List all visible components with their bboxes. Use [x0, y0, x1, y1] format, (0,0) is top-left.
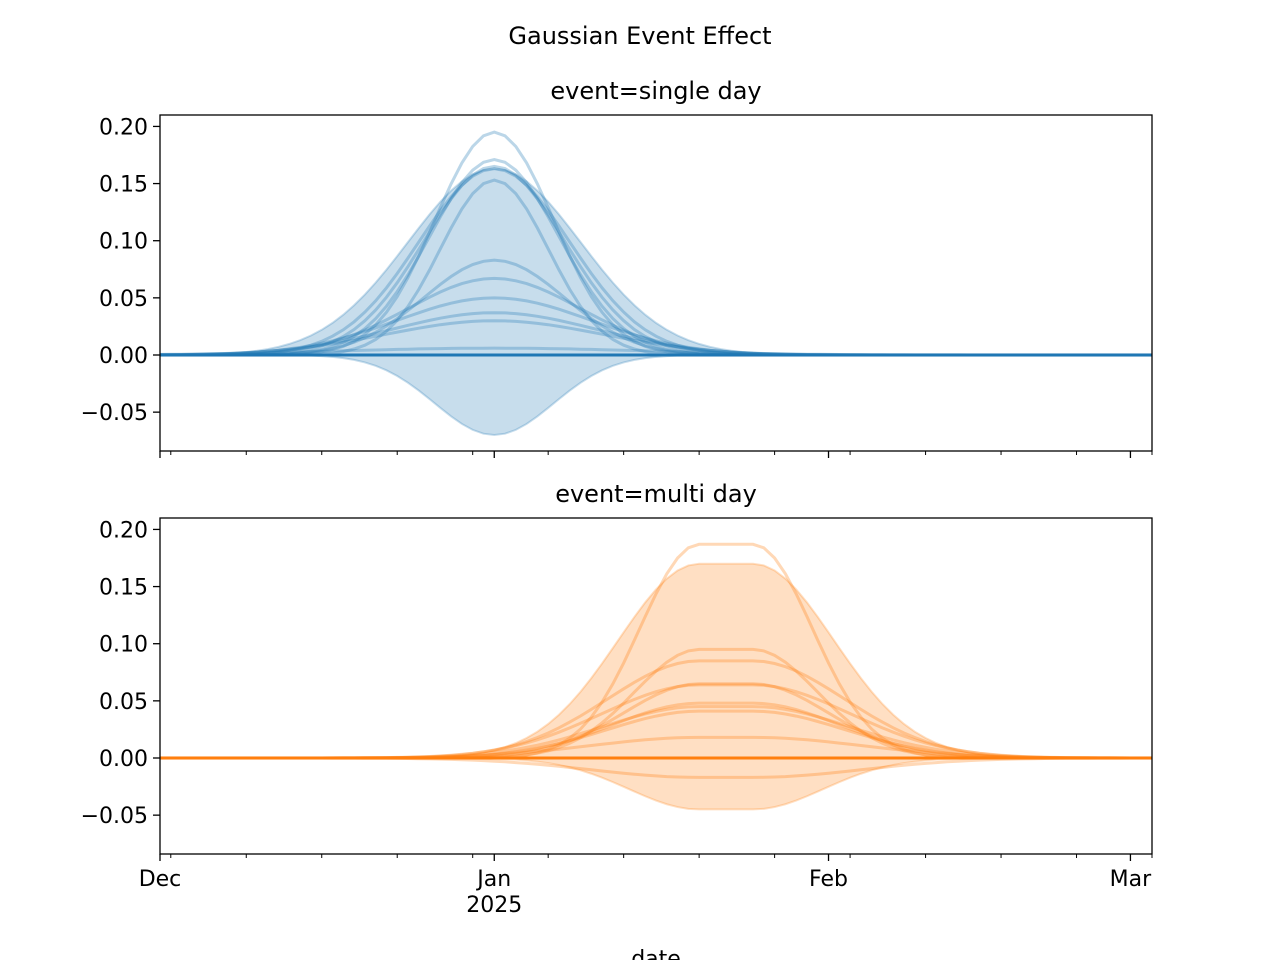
y-tick-label: 0.10 [99, 633, 148, 658]
uncertainty-band [160, 562, 1152, 811]
plot-area [160, 130, 1152, 437]
x-tick-label: Feb [809, 867, 848, 892]
y-tick-label: 0.10 [99, 230, 148, 255]
y-tick-label: 0.20 [99, 518, 148, 543]
axes-frame [159, 114, 1153, 452]
y-tick-label: 0.20 [99, 115, 148, 140]
y-tick-label: 0.15 [99, 576, 148, 601]
panel-single-day: event=single day −0.05 0.00 0.05 0.10 0.15 0.… [81, 77, 1153, 458]
y-tick-label: 0.05 [99, 690, 148, 715]
panel-title: event=single day [550, 77, 761, 105]
axes-frame [159, 517, 1153, 855]
y-tick-label: −0.05 [81, 804, 148, 829]
y-tick-label: 0.00 [99, 747, 148, 772]
chart-title: Gaussian Event Effect [508, 22, 771, 50]
x-axis-label: date [631, 947, 681, 960]
y-tick-label: 0.05 [99, 287, 148, 312]
plot-area [160, 542, 1152, 811]
y-tick-label: 0.15 [99, 173, 148, 198]
x-tick-label: Jan [475, 867, 511, 892]
x-tick-label: Dec [139, 867, 182, 892]
sample-line [160, 130, 1152, 357]
panel-title: event=multi day [555, 480, 757, 508]
uncertainty-band [160, 167, 1152, 437]
x-tick-sublabel: 2025 [466, 893, 522, 918]
panel-multi-day: event=multi day −0.05 0.00 0.05 0.10 0.15 0.2… [81, 480, 1153, 918]
y-tick-label: −0.05 [81, 401, 148, 426]
y-tick-label: 0.00 [99, 344, 148, 369]
x-tick-label: Mar [1110, 867, 1152, 892]
